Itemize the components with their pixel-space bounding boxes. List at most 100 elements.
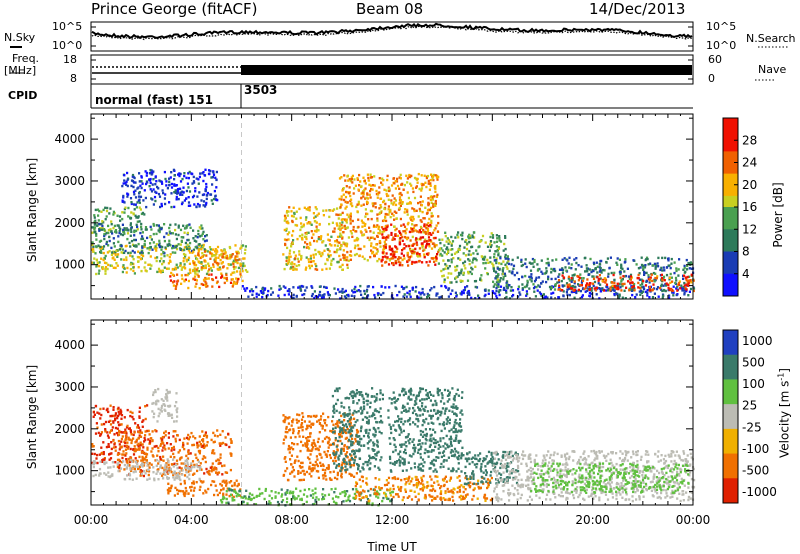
- noise-left-tick-top: 10^5: [52, 20, 83, 33]
- velocity-ytick-label: 2000: [54, 422, 85, 436]
- xtick-label: 04:00: [174, 513, 209, 527]
- velocity-region-1: [116, 429, 233, 478]
- power-region-11: [492, 256, 696, 293]
- power-region-0: [91, 243, 249, 276]
- velocity-ytick-label: 4000: [54, 338, 85, 352]
- cpid-mode-normal: normal (fast) 151: [95, 93, 213, 107]
- velocity-colorbar-segment: [723, 354, 738, 380]
- velocity-region-12: [530, 462, 690, 494]
- nave-tick-top: 60: [708, 53, 722, 66]
- power-ytick-label: 2000: [54, 216, 85, 230]
- power-region-2: [91, 222, 208, 255]
- power-colorbar-tick-label: 8: [742, 245, 750, 259]
- velocity-region-9: [354, 474, 494, 503]
- power-colorbar-segment: [723, 262, 738, 275]
- noise-right-tick-top: 10^5: [706, 20, 737, 33]
- xtick-label: 20:00: [575, 513, 610, 527]
- power-ytick-label: 3000: [54, 174, 85, 188]
- power-colorbar-segment: [723, 129, 738, 141]
- velocity-region-3: [151, 387, 179, 423]
- velocity-colorbar-label: Velocity [m s-1]: [777, 368, 792, 458]
- velocity-colorbar-label-text: Velocity [m s-1]: [776, 368, 792, 458]
- freq-panel-frame: [90, 54, 694, 85]
- power-y-axis-label: Slant Range [km]: [25, 157, 39, 263]
- cpid-label: CPID: [8, 89, 38, 102]
- velocity-region-6: [282, 412, 360, 482]
- velocity-y-axis-label: Slant Range [km]: [25, 364, 39, 470]
- power-ytick-label: 4000: [54, 132, 85, 146]
- noise-sky-trace: [91, 22, 693, 40]
- xtick-label: 00:00: [74, 513, 109, 527]
- xtick-label: 12:00: [375, 513, 410, 527]
- cpid-mode-3503: 3503: [244, 83, 278, 97]
- freq-tick-bottom: 8: [70, 72, 77, 85]
- noise-left-tick-bottom: 10^0: [52, 39, 83, 52]
- power-region-12: [557, 273, 695, 293]
- velocity-colorbar-tick-label: -1000: [742, 485, 777, 499]
- power-region-7: [282, 206, 349, 271]
- xtick-label: 00:00: [676, 513, 711, 527]
- beam-title: Beam 08: [356, 0, 424, 18]
- freq-tick-top: 18: [63, 53, 77, 66]
- power-colorbar-tick-label: 24: [742, 156, 757, 170]
- power-colorbar-tick-label: 4: [742, 267, 750, 281]
- x-axis-title: Time UT: [367, 540, 417, 554]
- velocity-colorbar-frame: [722, 329, 739, 504]
- velocity-region-7: [331, 387, 384, 473]
- nave-label: Nave: [758, 63, 787, 76]
- power-colorbar-segment: [723, 118, 738, 130]
- power-colorbar-tick-label: 20: [742, 178, 757, 192]
- power-colorbar-segment: [723, 140, 738, 152]
- velocity-colorbar-tick-label: 500: [742, 355, 765, 369]
- axes-layer: 1000 2000 3000 4000 4 8 12 16 20 24 28 1000 2000 3000…: [54, 113, 777, 527]
- noise-right-tick-bottom: 10^0: [706, 39, 737, 52]
- velocity-colorbar-segment: [723, 404, 738, 430]
- power-colorbar-segment: [723, 184, 738, 197]
- velocity-colorbar-tick-label: -25: [742, 420, 762, 434]
- velocity-ytick-label: 1000: [54, 464, 85, 478]
- nsky-label: N.Sky: [4, 31, 36, 44]
- noise-panel-frame: [90, 21, 694, 52]
- velocity-colorbar-segment: [723, 330, 738, 356]
- velocity-region-5: [219, 487, 395, 507]
- power-colorbar-segment: [723, 195, 738, 208]
- power-region-3: [121, 168, 219, 209]
- velocity-region-2: [92, 458, 202, 482]
- nsearch-label: N.Search: [746, 32, 796, 45]
- power-colorbar-segment: [723, 173, 738, 186]
- power-colorbar-segment: [723, 240, 738, 252]
- power-region-5: [192, 248, 243, 272]
- power-colorbar-segment: [723, 251, 738, 264]
- power-ytick-label: 1000: [54, 258, 85, 272]
- nave-trace-dense: [241, 65, 692, 75]
- velocity-colorbar-segment: [723, 453, 738, 479]
- power-colorbar-segment: [723, 218, 738, 230]
- power-region-10: [437, 231, 510, 284]
- velocity-region-8: [387, 387, 464, 473]
- power-colorbar-segment: [723, 207, 738, 219]
- power-colorbar-segment: [723, 151, 738, 163]
- velocity-colorbar-tick-label: 100: [742, 377, 765, 391]
- velocity-colorbar-segment: [723, 379, 738, 405]
- velocity-colorbar-tick-label: 25: [742, 399, 757, 413]
- velocity-region-4: [166, 479, 242, 499]
- velocity-colorbar-tick-label: -500: [742, 464, 769, 478]
- power-colorbar-tick-label: 12: [742, 222, 757, 236]
- power-region-4: [169, 273, 244, 290]
- velocity-ytick-label: 3000: [54, 380, 85, 394]
- power-region-8: [337, 172, 440, 263]
- power-colorbar-tick-label: 16: [742, 200, 757, 214]
- power-colorbar-segment: [723, 273, 738, 286]
- power-colorbar-tick-label: 28: [742, 133, 757, 147]
- power-region-9: [380, 223, 440, 267]
- velocity-colorbar-tick-label: -100: [742, 442, 769, 456]
- nave-tick-bottom: 0: [708, 72, 715, 85]
- station-title: Prince George (fitACF): [91, 0, 258, 18]
- velocity-colorbar-segment: [723, 478, 738, 504]
- power-panel: [91, 168, 696, 300]
- date-title: 14/Dec/2013: [589, 0, 686, 18]
- power-colorbar-segment: [723, 229, 738, 241]
- power-colorbar-segment: [723, 162, 738, 175]
- power-colorbar-label: Power [dB]: [771, 182, 785, 248]
